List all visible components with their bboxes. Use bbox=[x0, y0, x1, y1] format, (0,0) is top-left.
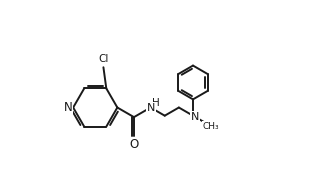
Text: N: N bbox=[191, 112, 200, 122]
Text: N: N bbox=[147, 103, 155, 113]
Text: O: O bbox=[129, 138, 139, 151]
Text: Cl: Cl bbox=[98, 54, 109, 64]
Text: H: H bbox=[151, 98, 159, 108]
Text: N: N bbox=[63, 101, 72, 114]
Text: CH₃: CH₃ bbox=[203, 122, 219, 131]
